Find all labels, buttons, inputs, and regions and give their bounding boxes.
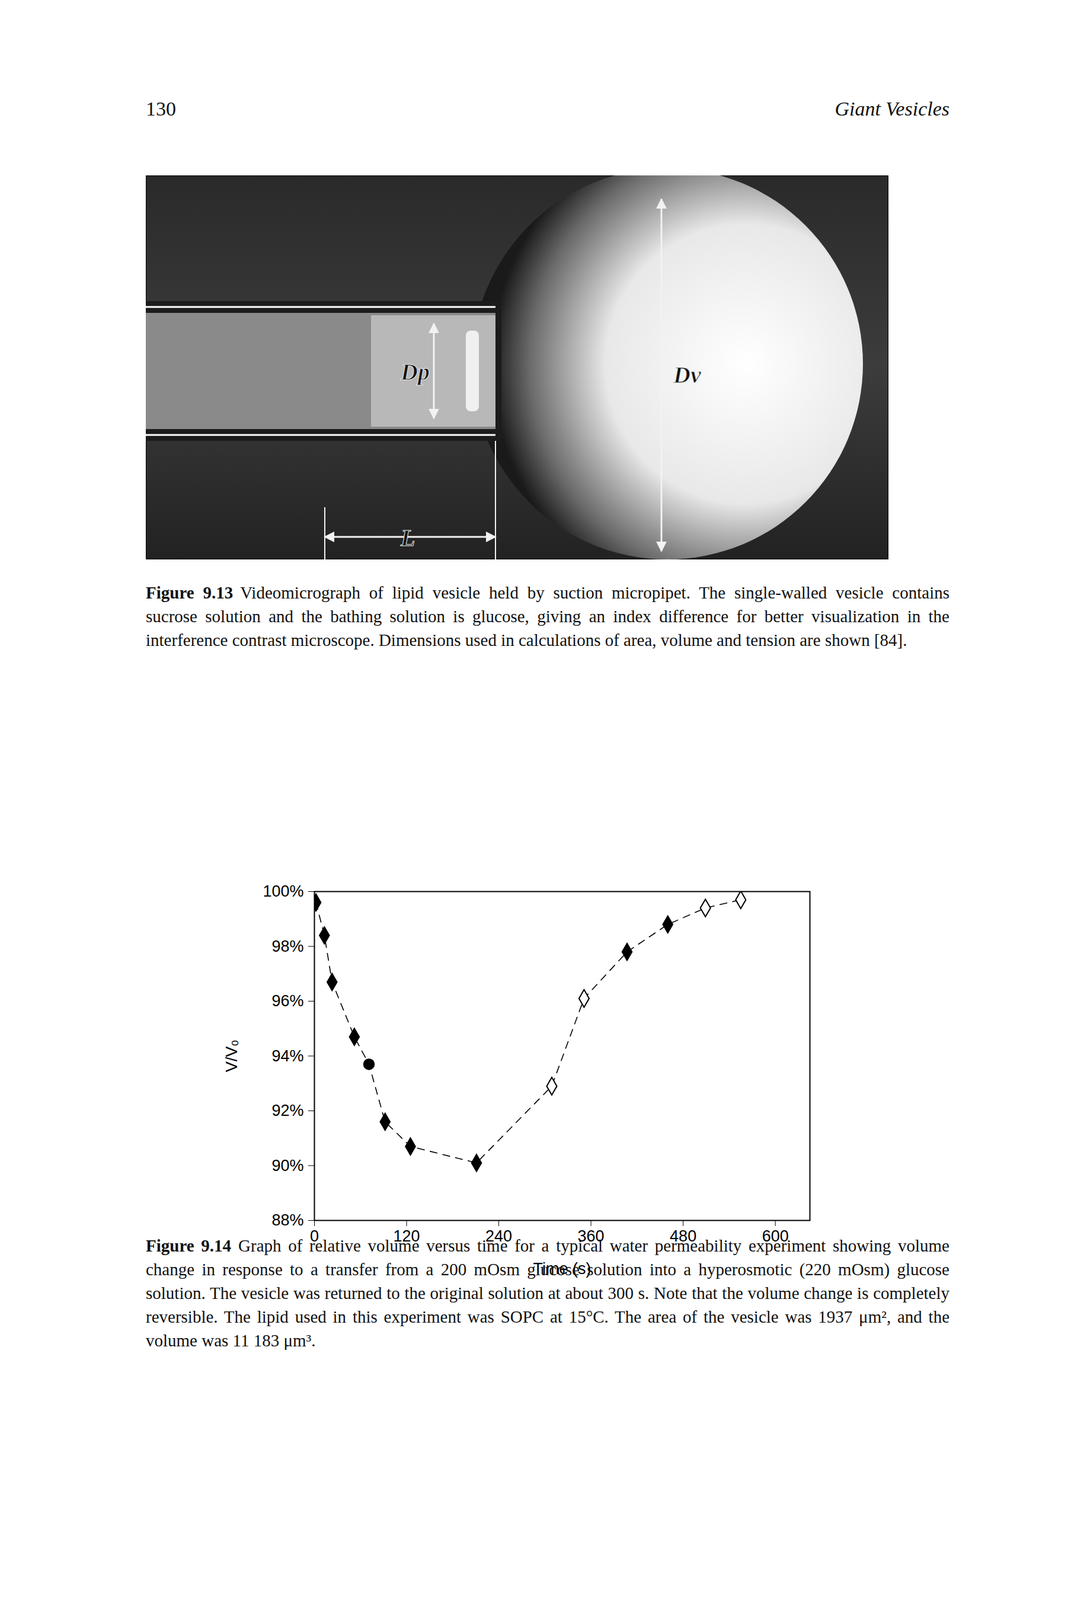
svg-text:L: L (400, 524, 415, 552)
svg-text:Dp: Dp (400, 358, 430, 386)
svg-text:90%: 90% (271, 1156, 304, 1175)
svg-text:V/V₀: V/V₀ (222, 1040, 241, 1073)
svg-text:100%: 100% (262, 882, 304, 901)
svg-text:88%: 88% (271, 1211, 304, 1230)
svg-text:92%: 92% (271, 1101, 304, 1120)
svg-text:96%: 96% (271, 992, 304, 1010)
svg-text:Dv: Dv (672, 361, 702, 389)
svg-text:94%: 94% (271, 1047, 304, 1066)
svg-text:98%: 98% (271, 937, 304, 956)
